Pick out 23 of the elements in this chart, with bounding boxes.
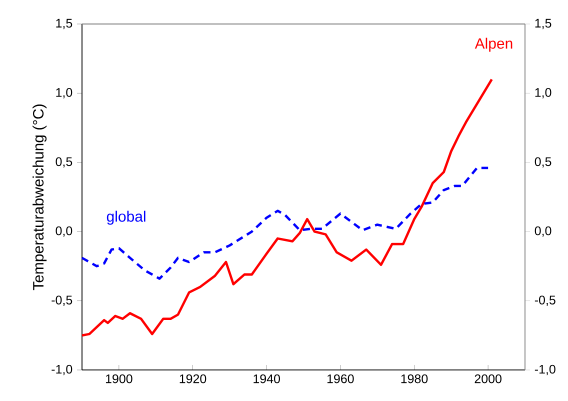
y-tick-label: 1,5 xyxy=(56,18,72,30)
y2-tick-label: 1,0 xyxy=(535,88,552,98)
y2-tick-label: 0,5 xyxy=(534,157,552,168)
y-tick-label: 0,0 xyxy=(56,226,72,237)
y-axis-title: Temperaturabweichung (°C) xyxy=(32,104,47,290)
x-tick-label: 1940 xyxy=(254,374,280,384)
x-tick-label: 1960 xyxy=(327,374,354,384)
x-tick-label: 1920 xyxy=(180,374,206,384)
y2-tick-label: -1,0 xyxy=(534,364,556,376)
x-tick-label: 1900 xyxy=(106,374,132,384)
line-series xyxy=(80,166,490,280)
y-tick-label: 1,0 xyxy=(56,88,72,98)
line-series xyxy=(80,78,493,337)
y-tick-label: 0,5 xyxy=(56,157,72,168)
series-label: global xyxy=(106,210,146,225)
y2-tick-label: 0,0 xyxy=(534,226,552,237)
x-tick-label: 1980 xyxy=(401,374,428,384)
x-tick-label: 2000 xyxy=(474,374,502,384)
y2-tick-label: -0,5 xyxy=(534,296,556,306)
y2-tick-label: 1,5 xyxy=(535,18,552,30)
y-tick-label: -0,5 xyxy=(52,296,72,306)
y-tick-label: -1,0 xyxy=(52,364,72,376)
text: Alpen xyxy=(474,38,512,52)
